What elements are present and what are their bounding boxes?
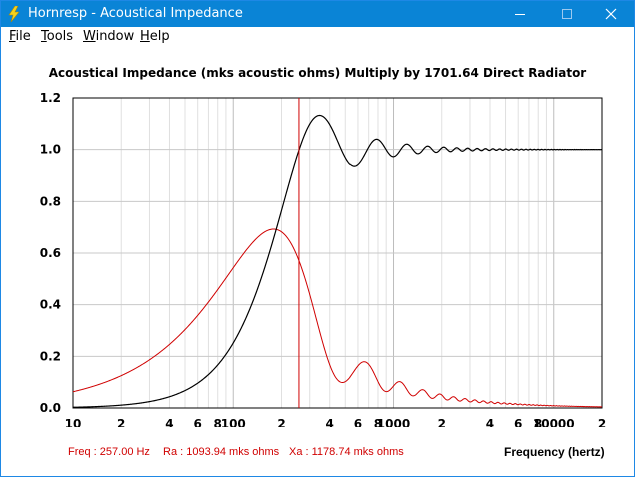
x-tick-label: 2 <box>598 417 606 427</box>
x-tick-label: 6 <box>354 417 362 427</box>
x-tick-label: 8 <box>214 417 222 427</box>
status-frequency: Freq : 257.00 Hz <box>68 446 150 458</box>
menu-window[interactable]: Window <box>83 29 135 44</box>
menu-bar: File Tools Window Help <box>1 27 634 47</box>
y-tick-label: 0.8 <box>40 194 61 208</box>
status-xa: Xa : 1178.74 mks ohms <box>289 446 404 458</box>
menu-help[interactable]: Help <box>140 29 170 44</box>
series-line-ra <box>72 228 603 408</box>
y-tick-label: 0.4 <box>40 298 61 312</box>
x-tick-label: 10 <box>65 417 82 427</box>
x-tick-label: 6 <box>194 417 202 427</box>
x-axis-label: Frequency (hertz) <box>504 445 605 459</box>
plot-frame <box>72 97 603 409</box>
x-tick-label: 2 <box>438 417 446 427</box>
status-ra: Ra : 1093.94 mks ohms <box>163 446 280 458</box>
x-tick-label: 1000 <box>377 417 410 427</box>
window-title: Hornresp - Acoustical Impedance <box>28 6 243 21</box>
chart-title: Acoustical Impedance (mks acoustic ohms)… <box>48 66 587 80</box>
y-tick-label: 0.6 <box>40 246 61 260</box>
y-tick-label: 1.2 <box>40 91 61 105</box>
y-tick-label: 1.0 <box>40 143 61 157</box>
series-line-xa <box>72 114 603 408</box>
hornresp-app-icon <box>8 6 20 22</box>
maximize-icon <box>562 9 572 19</box>
x-tick-label: 4 <box>165 417 173 427</box>
x-tick-label: 10000 <box>533 417 575 427</box>
x-tick-label: 2 <box>117 417 125 427</box>
x-tick-label: 4 <box>486 417 494 427</box>
x-tick-label: 100 <box>221 417 246 427</box>
x-tick-label: 4 <box>326 417 334 427</box>
title-bar[interactable]: Hornresp - Acoustical Impedance <box>1 1 634 27</box>
menu-file[interactable]: File <box>9 29 31 44</box>
x-tick-label: 8 <box>534 417 542 427</box>
close-button[interactable] <box>588 1 634 27</box>
x-tick-label: 8 <box>374 417 382 427</box>
menu-tools[interactable]: Tools <box>41 29 74 44</box>
y-tick-label: 0.2 <box>40 349 61 363</box>
maximize-button[interactable] <box>544 1 590 27</box>
y-tick-label: 0.0 <box>40 401 61 415</box>
close-icon <box>605 8 617 20</box>
x-tick-label: 2 <box>277 417 285 427</box>
minimize-icon <box>515 14 525 15</box>
x-tick-label: 6 <box>514 417 522 427</box>
minimize-button[interactable] <box>496 1 542 27</box>
plot-panel[interactable]: Acoustical Impedance (mks acoustic ohms)… <box>1 47 634 476</box>
